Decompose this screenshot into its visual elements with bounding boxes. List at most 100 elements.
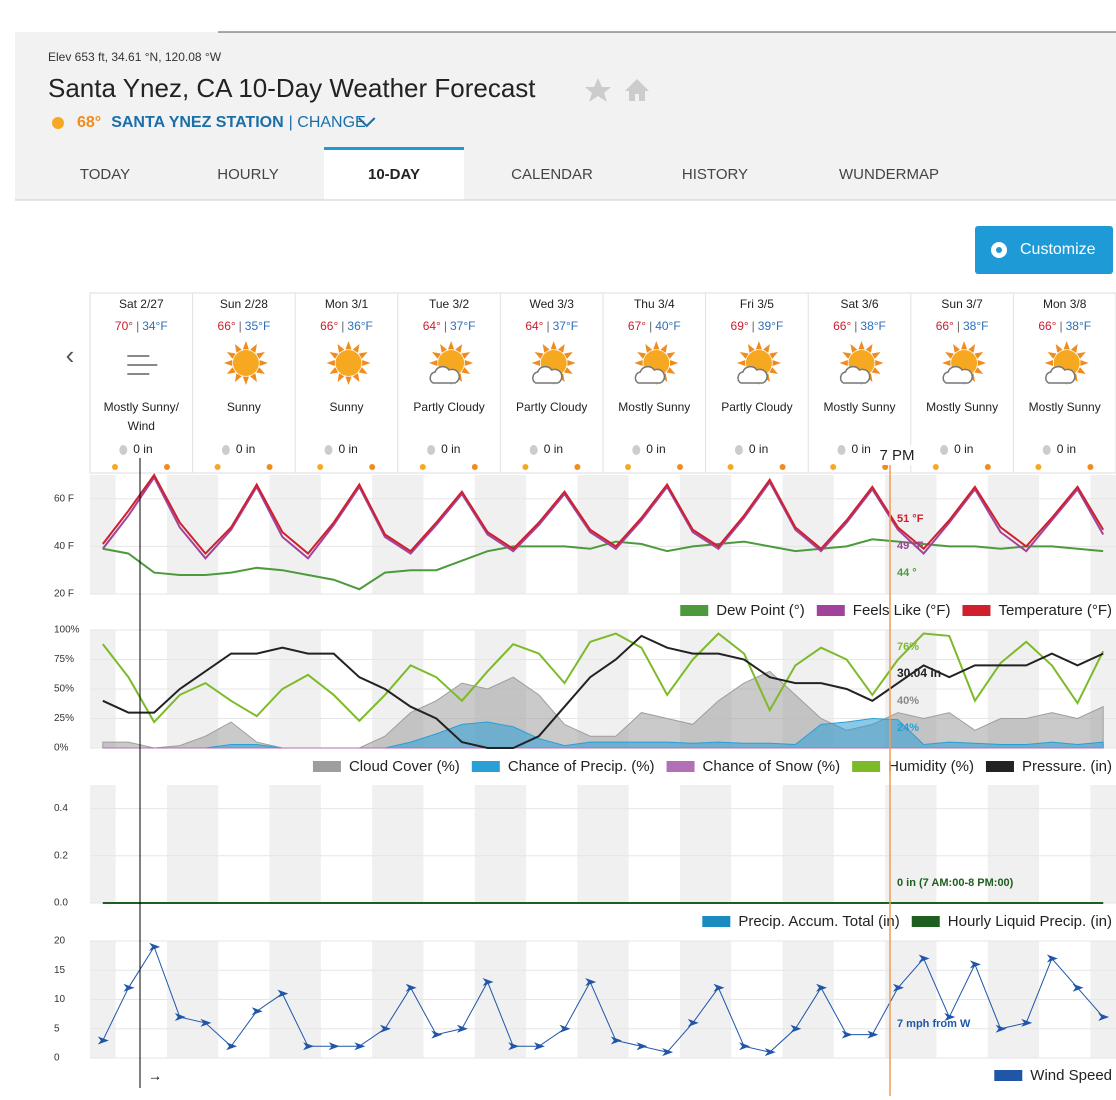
legend-label: Temperature (°F) [998,602,1112,619]
legend-swatch [994,1070,1023,1081]
night-band [1090,785,1116,903]
page-title: Santa Ynez, CA 10-Day Weather Forecast [48,73,536,103]
station[interactable]: SANTA YNEZ STATION [111,114,283,131]
sun-ray [968,343,976,353]
customize-label[interactable]: Customize [1020,241,1096,258]
sun-ray [326,359,335,367]
sunset [984,464,991,470]
separator: | [854,319,857,333]
y-tick-label: 75% [54,654,74,665]
customize-button[interactable] [975,226,1113,274]
active-tab [324,148,464,201]
wind-arrow [944,1013,956,1022]
night-band [577,475,629,594]
wind-arrow [533,1042,545,1051]
change[interactable]: | CHANGE [289,114,366,131]
night-band [885,475,937,594]
condition-line: Mostly Sunny/ [104,400,180,414]
sun-ray [337,373,345,383]
wind-arrow [764,1048,776,1057]
y-tick-label: 0.2 [54,850,68,861]
sun-ray [769,352,778,359]
sun-ray [763,343,770,353]
tab[interactable]: CALENDAR [511,166,593,183]
sun-ray [440,343,447,353]
wind-arrow [482,977,494,986]
night-band [987,785,1040,903]
hover-time: 7 PM [879,447,914,464]
night-band [269,475,321,594]
hi-lo: 69° | 39°F [731,319,784,333]
precip: 0 in [749,442,768,456]
favorite-star[interactable] [585,78,611,102]
night-band [90,475,116,594]
separator: | [1059,319,1062,333]
sun-ray [564,352,573,359]
sun-ray [455,343,463,353]
prev-arrow[interactable]: ‹ [66,340,75,370]
sunset [266,464,273,470]
hi-lo: 64° | 37°F [525,319,578,333]
sun-ray [942,359,951,367]
drop-icon [837,445,846,455]
sun-ray [362,359,371,367]
drop-icon [734,445,743,455]
now-arrow: → [148,1068,162,1084]
wind-arrow [149,942,161,951]
home-icon[interactable] [625,79,649,101]
tab[interactable]: HOURLY [217,166,278,183]
wind-arrow [610,1036,622,1045]
wind-arrow [123,983,135,992]
sun-ray [226,352,236,359]
y-tick-label: 0% [54,743,69,754]
wind-arrow [251,1007,263,1016]
sun-ray [329,352,339,359]
separator: | [341,319,344,333]
current-value: 7 mph from W [897,1018,971,1030]
line [102,632,1105,724]
tab[interactable]: WUNDERMAP [839,166,939,183]
tab[interactable]: HISTORY [682,166,748,183]
separator: | [649,319,652,333]
active-tab-bar [324,147,464,150]
sun-ray [974,367,984,374]
line [102,473,1105,556]
wind-arrow [354,1042,366,1051]
sunset [471,464,478,470]
y-tick-label: 60 F [54,493,74,504]
tab[interactable]: TODAY [80,166,130,183]
high: 64° [525,319,543,333]
condition: Partly Cloudy [516,400,587,414]
tab[interactable]: 10-DAY [368,166,420,183]
sun-ray [660,343,668,353]
sun-ray [250,343,257,353]
current-value: 49 °F [897,540,924,552]
wind-arrow [1098,1013,1110,1022]
high: 64° [423,319,441,333]
precip: 0 in [339,442,358,456]
sun-ray [448,341,455,350]
low: 35°F [245,319,270,333]
sun-ray [464,359,474,367]
condition: Mostly Sunny [823,400,895,414]
separator: | [752,319,755,333]
condition: Mostly Sunny [618,400,690,414]
legend-label: Hourly Liquid Precip. (in) [948,913,1112,930]
sun-ray [653,341,660,350]
sun-ray [534,352,544,359]
wind-arrow [1072,983,1084,992]
legend-swatch [680,605,709,616]
legend-swatch [471,761,500,772]
wind-arrow [713,983,725,992]
y-tick-label: 40 F [54,541,74,552]
condition: Mostly Sunny [926,400,998,414]
precip: 0 in [646,442,665,456]
precip: 0 in [133,442,152,456]
sun-ray [226,367,236,374]
night-band [782,475,834,594]
sun-ray [242,341,249,350]
y-tick-label: 10 [54,994,66,1005]
y-tick-label: 0.0 [54,898,68,909]
